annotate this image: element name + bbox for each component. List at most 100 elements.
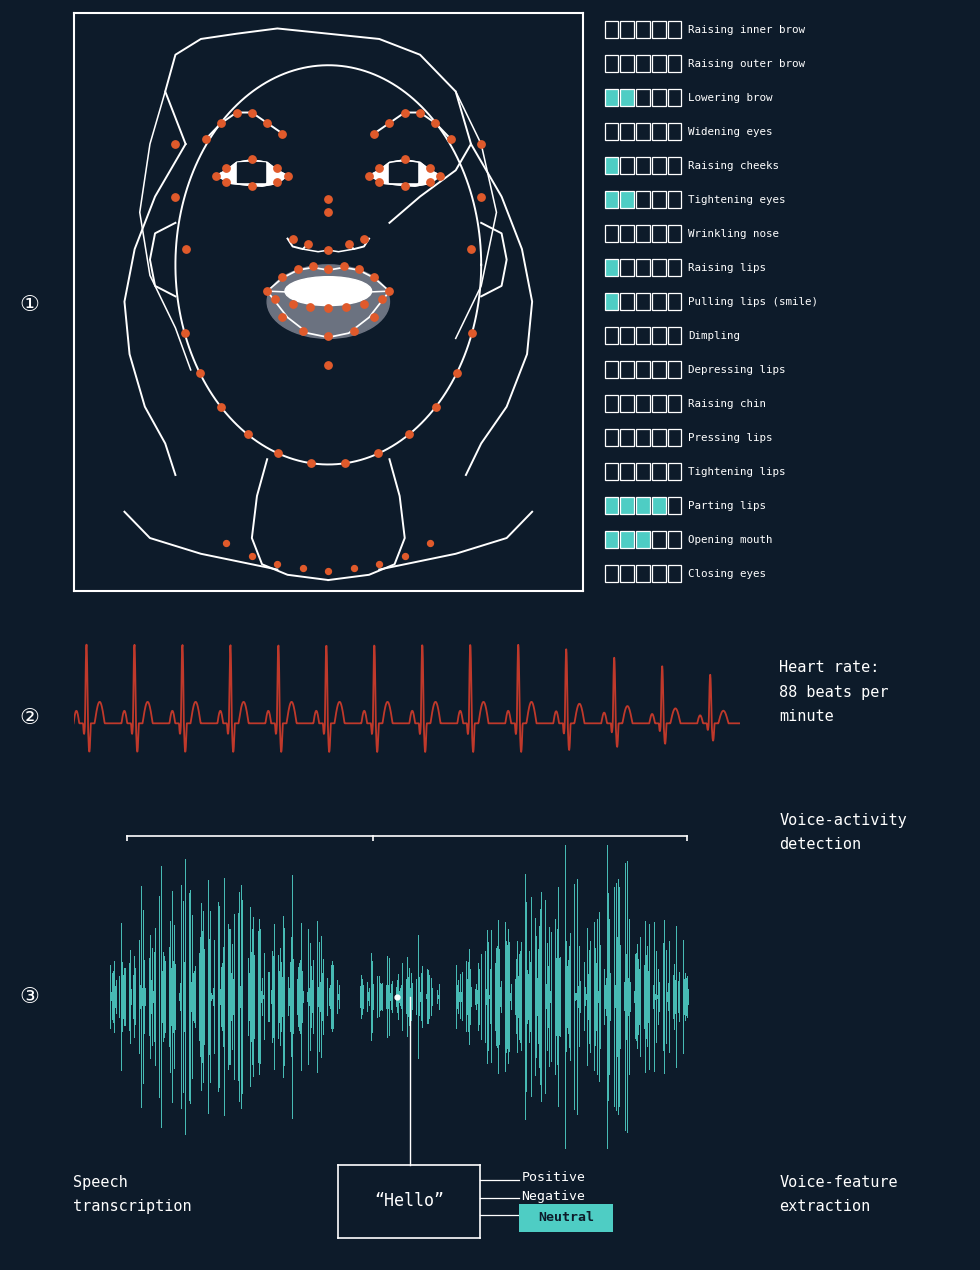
Point: [374, 288, 390, 309]
Point: [381, 113, 397, 133]
Point: [346, 320, 362, 340]
Bar: [620, 429, 634, 446]
Text: Lowering brow: Lowering brow: [688, 93, 772, 103]
Bar: [636, 225, 650, 243]
Point: [303, 297, 318, 318]
Bar: [605, 395, 618, 413]
Bar: [652, 361, 665, 378]
Point: [290, 259, 306, 279]
Bar: [236, 161, 265, 182]
Point: [176, 323, 192, 343]
Bar: [667, 293, 681, 310]
Text: “Hello”: “Hello”: [374, 1193, 444, 1210]
Point: [270, 157, 285, 178]
Point: [214, 113, 229, 133]
Bar: [605, 361, 618, 378]
Point: [320, 297, 336, 318]
Text: Voice-activity
detection: Voice-activity detection: [779, 813, 906, 852]
Bar: [652, 123, 665, 141]
Bar: [652, 565, 665, 582]
Text: Dimpling: Dimpling: [688, 330, 740, 340]
Bar: [652, 326, 665, 344]
Bar: [667, 123, 681, 141]
Bar: [636, 190, 650, 208]
Text: Neutral: Neutral: [538, 1212, 594, 1224]
Point: [295, 559, 311, 579]
Bar: [636, 259, 650, 277]
Bar: [636, 123, 650, 141]
Point: [274, 307, 290, 328]
Bar: [605, 190, 618, 208]
Bar: [667, 326, 681, 344]
Bar: [636, 293, 650, 310]
Point: [320, 354, 336, 375]
Bar: [605, 89, 618, 107]
Point: [371, 171, 387, 192]
Bar: [605, 565, 618, 582]
Text: ②: ②: [20, 707, 39, 728]
Bar: [652, 462, 665, 480]
Bar: [652, 497, 665, 514]
Point: [285, 295, 301, 315]
Bar: [667, 259, 681, 277]
Text: Pulling lips (smile): Pulling lips (smile): [688, 297, 818, 306]
Bar: [667, 462, 681, 480]
Text: Speech
transcription: Speech transcription: [74, 1175, 192, 1214]
Bar: [620, 157, 634, 174]
Point: [413, 103, 428, 123]
Text: Tightening lips: Tightening lips: [688, 466, 785, 476]
Bar: [667, 395, 681, 413]
Point: [244, 103, 260, 123]
Text: Positive: Positive: [521, 1171, 585, 1184]
Bar: [605, 326, 618, 344]
Bar: [620, 293, 634, 310]
Text: Heart rate:
88 beats per
minute: Heart rate: 88 beats per minute: [779, 660, 889, 724]
Bar: [605, 22, 618, 38]
Point: [244, 177, 260, 197]
Point: [320, 240, 336, 260]
Bar: [620, 497, 634, 514]
Point: [351, 259, 367, 279]
Point: [285, 229, 301, 249]
Point: [270, 443, 286, 464]
Bar: [605, 259, 618, 277]
Text: Raising inner brow: Raising inner brow: [688, 24, 805, 34]
Point: [198, 128, 214, 149]
Point: [244, 149, 260, 169]
Point: [219, 533, 234, 554]
Point: [401, 424, 416, 444]
Text: Widening eyes: Widening eyes: [688, 127, 772, 137]
Point: [214, 398, 229, 418]
Point: [260, 113, 275, 133]
Point: [192, 363, 208, 384]
Point: [274, 267, 290, 287]
Point: [397, 103, 413, 123]
Text: ③: ③: [20, 987, 39, 1007]
Text: Depressing lips: Depressing lips: [688, 364, 785, 375]
Bar: [652, 55, 665, 72]
Point: [371, 554, 387, 574]
Point: [443, 128, 459, 149]
Point: [300, 234, 316, 254]
Text: Pressing lips: Pressing lips: [688, 433, 772, 442]
Point: [209, 165, 224, 185]
Text: Raising chin: Raising chin: [688, 399, 766, 409]
Point: [367, 123, 382, 144]
Bar: [636, 565, 650, 582]
Point: [244, 546, 260, 566]
Point: [320, 325, 336, 345]
Bar: [652, 22, 665, 38]
Point: [168, 187, 183, 207]
Bar: [652, 89, 665, 107]
Bar: [667, 429, 681, 446]
Point: [270, 171, 285, 192]
Text: Wrinkling nose: Wrinkling nose: [688, 229, 779, 239]
Point: [367, 267, 382, 287]
Point: [305, 257, 320, 277]
Bar: [605, 55, 618, 72]
Point: [473, 187, 489, 207]
Point: [473, 133, 489, 154]
Bar: [620, 462, 634, 480]
Point: [346, 559, 362, 579]
Bar: [667, 55, 681, 72]
